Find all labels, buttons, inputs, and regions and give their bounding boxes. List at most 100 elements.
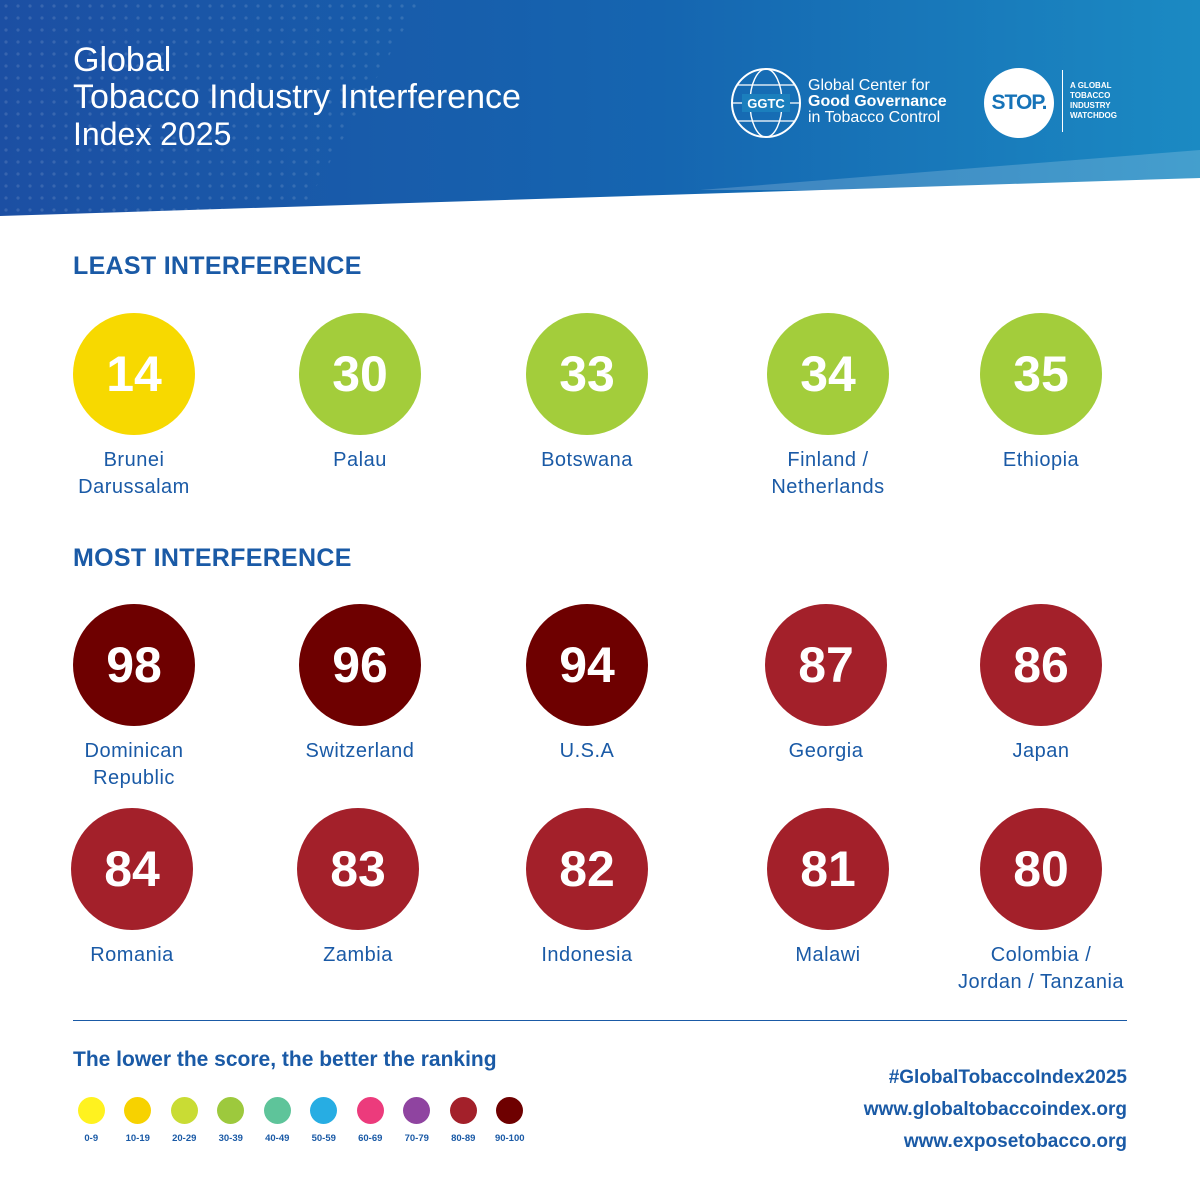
legend-title: The lower the score, the better the rank… — [73, 1048, 497, 1071]
color-legend: 0-9 10-19 20-29 30-39 40-49 50-59 60-69 … — [68, 1097, 533, 1144]
legend-label: 80-89 — [451, 1133, 476, 1144]
ggtc-line-2: Good Governance — [808, 93, 947, 110]
stop-tag-3: INDUSTRY — [1070, 101, 1111, 110]
most-entry-10: 80 Colombia / Jordan / Tanzania — [931, 808, 1151, 996]
score-circle: 86 — [980, 604, 1102, 726]
legend-label: 30-39 — [218, 1133, 243, 1144]
legend-dot — [170, 1097, 198, 1124]
title-line-1: Global — [73, 41, 172, 79]
most-entry-6: 84 Romania — [22, 808, 242, 969]
hashtag-link[interactable]: #GlobalTobaccoIndex2025 — [888, 1067, 1127, 1088]
least-entry-3: 33 Botswana — [477, 313, 697, 474]
country-label: Switzerland — [305, 740, 415, 762]
country-label: U.S.A — [559, 740, 615, 762]
most-entry-5: 86 Japan — [931, 604, 1151, 765]
legend-label: 90-100 — [494, 1133, 525, 1144]
most-interference-heading: MOST INTERFERENCE — [73, 544, 352, 572]
legend-item: 0-9 — [68, 1097, 115, 1144]
country-label: Palau — [333, 449, 387, 471]
stop-tagline: A GLOBAL TOBACCO INDUSTRY WATCHDOG — [1070, 81, 1140, 121]
score-circle: 83 — [297, 808, 419, 930]
score-circle: 33 — [526, 313, 648, 435]
legend-label: 0-9 — [84, 1133, 99, 1144]
country-label: Colombia / Jordan / Tanzania — [957, 944, 1125, 993]
country-label: Zambia — [323, 944, 393, 966]
footer-divider — [73, 1020, 1127, 1021]
country-label: Indonesia — [541, 944, 633, 966]
score-circle: 82 — [526, 808, 648, 930]
ggtc-name: Global Center for Good Governance in Tob… — [808, 78, 947, 126]
header-background — [0, 0, 1200, 216]
score-circle: 80 — [980, 808, 1102, 930]
title-line-3: Index 2025 — [73, 116, 232, 152]
score-circle: 35 — [980, 313, 1102, 435]
legend-dot — [496, 1097, 524, 1124]
exposetobacco-link[interactable]: www.exposetobacco.org — [903, 1131, 1127, 1152]
legend-dot — [449, 1097, 477, 1124]
score-circle: 98 — [73, 604, 195, 726]
footer-links: #GlobalTobaccoIndex2025 www.globaltobacc… — [864, 1062, 1127, 1158]
legend-dot — [77, 1097, 105, 1124]
legend-item: 30-39 — [208, 1097, 255, 1144]
legend-label: 20-29 — [172, 1133, 197, 1144]
score-circle: 84 — [71, 808, 193, 930]
legend-label: 50-59 — [311, 1133, 336, 1144]
most-entry-9: 81 Malawi — [718, 808, 938, 969]
legend-item: 90-100 — [487, 1097, 534, 1144]
legend-dot — [403, 1097, 431, 1124]
header-banner: Global Tobacco Industry Interference Ind… — [0, 0, 1200, 216]
legend-item: 20-29 — [161, 1097, 208, 1144]
country-label: Botswana — [541, 449, 633, 471]
least-entry-1: 14 Brunei Darussalam — [24, 313, 244, 501]
country-label: Georgia — [788, 740, 864, 762]
legend-dot — [356, 1097, 384, 1124]
most-entry-7: 83 Zambia — [248, 808, 468, 969]
ggtc-line-1: Global Center for — [808, 77, 930, 94]
legend-label: 60-69 — [358, 1133, 383, 1144]
country-label: Romania — [90, 944, 174, 966]
logo-divider — [1062, 70, 1063, 132]
score-circle: 81 — [767, 808, 889, 930]
ggtc-line-3: in Tobacco Control — [808, 109, 941, 126]
country-label: Japan — [1012, 740, 1070, 762]
legend-item: 70-79 — [394, 1097, 441, 1144]
country-label: Brunei Darussalam — [78, 449, 190, 498]
country-label: Malawi — [795, 944, 861, 966]
ggtc-globe-logo: GGTC — [731, 68, 801, 138]
legend-dot — [124, 1097, 152, 1124]
score-circle: 94 — [526, 604, 648, 726]
least-entry-2: 30 Palau — [250, 313, 470, 474]
country-label: Dominican Republic — [84, 740, 184, 789]
legend-item: 40-49 — [254, 1097, 301, 1144]
most-entry-2: 96 Switzerland — [250, 604, 470, 765]
score-circle: 34 — [767, 313, 889, 435]
country-label: Finland / Netherlands — [771, 449, 885, 498]
legend-dot — [217, 1097, 245, 1124]
score-circle: 96 — [299, 604, 421, 726]
most-entry-1: 98 Dominican Republic — [24, 604, 244, 792]
legend-label: 10-19 — [125, 1133, 150, 1144]
legend-item: 60-69 — [347, 1097, 394, 1144]
legend-label: 40-49 — [265, 1133, 290, 1144]
ggtc-abbr: GGTC — [747, 96, 785, 111]
least-entry-5: 35 Ethiopia — [931, 313, 1151, 474]
title-line-2: Tobacco Industry Interference — [73, 78, 521, 116]
country-label: Ethiopia — [1002, 449, 1080, 471]
most-entry-3: 94 U.S.A — [477, 604, 697, 765]
legend-item: 10-19 — [115, 1097, 162, 1144]
page-title: Global Tobacco Industry Interference Ind… — [73, 42, 521, 152]
legend-item: 80-89 — [440, 1097, 487, 1144]
least-interference-heading: LEAST INTERFERENCE — [73, 252, 362, 280]
legend-item: 50-59 — [301, 1097, 348, 1144]
legend-dot — [310, 1097, 338, 1124]
globaltobaccoindex-link[interactable]: www.globaltobaccoindex.org — [863, 1099, 1127, 1120]
stop-tag-1: A GLOBAL — [1070, 81, 1112, 90]
legend-label: 70-79 — [404, 1133, 429, 1144]
score-circle: 87 — [765, 604, 887, 726]
stop-logo: STOP. — [984, 68, 1054, 138]
most-entry-8: 82 Indonesia — [477, 808, 697, 969]
stop-tag-2: TOBACCO — [1070, 91, 1111, 100]
least-entry-4: 34 Finland / Netherlands — [718, 313, 938, 501]
score-circle: 30 — [299, 313, 421, 435]
stop-tag-4: WATCHDOG — [1070, 111, 1117, 120]
